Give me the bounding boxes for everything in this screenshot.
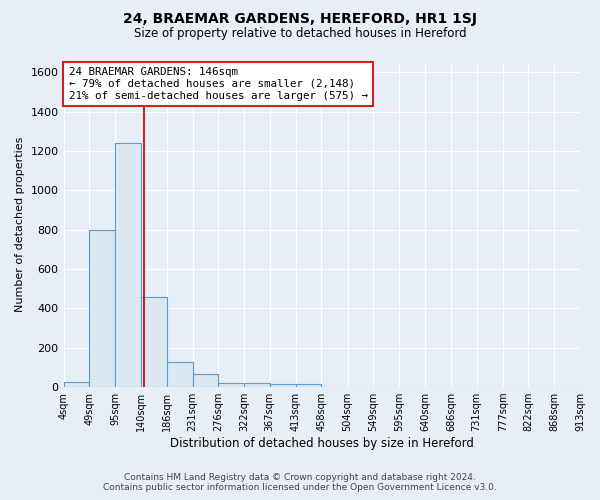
Bar	[270, 384, 296, 387]
Text: 24 BRAEMAR GARDENS: 146sqm
← 79% of detached houses are smaller (2,148)
21% of s: 24 BRAEMAR GARDENS: 146sqm ← 79% of deta…	[69, 68, 368, 100]
X-axis label: Distribution of detached houses by size in Hereford: Distribution of detached houses by size …	[170, 437, 474, 450]
Text: 24, BRAEMAR GARDENS, HEREFORD, HR1 1SJ: 24, BRAEMAR GARDENS, HEREFORD, HR1 1SJ	[123, 12, 477, 26]
Bar	[141, 296, 167, 387]
Bar	[218, 383, 244, 387]
Bar	[244, 383, 270, 387]
Bar	[167, 362, 193, 387]
Bar	[193, 374, 218, 387]
Bar	[115, 143, 141, 387]
Text: Size of property relative to detached houses in Hereford: Size of property relative to detached ho…	[134, 28, 466, 40]
Text: Contains HM Land Registry data © Crown copyright and database right 2024.
Contai: Contains HM Land Registry data © Crown c…	[103, 473, 497, 492]
Bar	[64, 382, 89, 387]
Bar	[89, 230, 115, 387]
Bar	[296, 384, 322, 387]
Y-axis label: Number of detached properties: Number of detached properties	[15, 137, 25, 312]
